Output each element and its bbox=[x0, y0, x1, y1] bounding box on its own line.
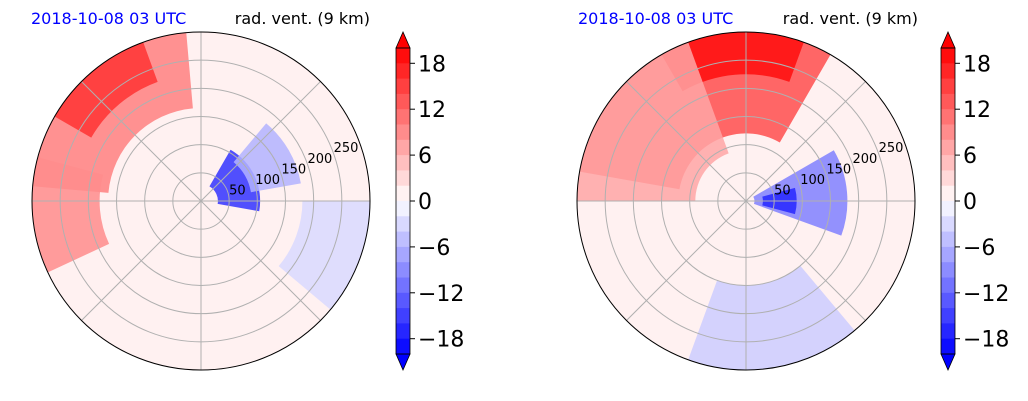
colorbar-segment bbox=[396, 246, 410, 263]
colorbar-segment bbox=[396, 338, 410, 355]
field-region bbox=[753, 150, 848, 236]
radial-spoke bbox=[81, 81, 202, 202]
colorbar-tick-label: 0 bbox=[418, 190, 432, 215]
colorbar-segment bbox=[941, 323, 955, 340]
colorbar-segment bbox=[396, 323, 410, 340]
range-ring-label: 100 bbox=[255, 173, 280, 188]
range-ring-label: 200 bbox=[852, 152, 877, 167]
colorbar-extend-max bbox=[395, 31, 411, 49]
colorbar-segment bbox=[941, 201, 955, 217]
colorbar-segment bbox=[941, 185, 955, 202]
radial-spoke bbox=[745, 200, 866, 321]
colorbar-segment bbox=[941, 231, 955, 248]
polar-border-left bbox=[31, 31, 371, 371]
field-region bbox=[278, 201, 370, 310]
colorbar-segment bbox=[396, 124, 410, 141]
colorbar-segment bbox=[396, 262, 410, 278]
date-label-left: 2018-10-08 03 UTC bbox=[31, 9, 186, 28]
range-ring-label: 250 bbox=[334, 141, 359, 156]
colorbar-segment bbox=[396, 216, 410, 233]
colorbar-segment bbox=[941, 170, 955, 187]
colorbar-segment bbox=[941, 338, 955, 355]
range-ring-label: 50 bbox=[229, 183, 246, 198]
range-ring-label: 100 bbox=[800, 173, 825, 188]
colorbar-segment bbox=[396, 201, 410, 217]
colorbar-tick-label: 18 bbox=[418, 52, 446, 77]
colorbar-segment bbox=[396, 231, 410, 248]
colorbar-extend-min bbox=[395, 353, 411, 371]
colorbar-segment bbox=[396, 139, 410, 156]
colorbar-tick-label: 18 bbox=[963, 52, 991, 77]
colorbar-segment bbox=[941, 216, 955, 233]
colorbar-tick-label: −12 bbox=[418, 282, 464, 307]
colorbar-left: 18 12 6 0 −6 −12 −18 bbox=[395, 31, 464, 371]
polar-border-right bbox=[576, 31, 916, 371]
date-label-right: 2018-10-08 03 UTC bbox=[578, 9, 733, 28]
range-ring-label: 250 bbox=[879, 141, 904, 156]
colorbar-segment bbox=[396, 277, 410, 294]
colorbar-tick-label: 12 bbox=[963, 98, 991, 123]
colorbar-tick-label: 6 bbox=[963, 144, 977, 169]
colorbar-segment bbox=[396, 63, 410, 80]
radial-spoke bbox=[626, 200, 747, 321]
colorbar-tick-label: −12 bbox=[963, 282, 1009, 307]
radial-spoke bbox=[745, 81, 866, 202]
colorbar-segment bbox=[396, 185, 410, 202]
colorbar-segment bbox=[941, 124, 955, 141]
colorbar-extend-min bbox=[940, 353, 956, 371]
range-ring-label: 150 bbox=[826, 162, 851, 177]
colorbar-tick-label: 12 bbox=[418, 98, 446, 123]
colorbar-segment bbox=[941, 262, 955, 278]
colorbar-segment bbox=[396, 292, 410, 309]
colorbar-tick-label: −6 bbox=[418, 236, 450, 261]
colorbar-segment bbox=[941, 63, 955, 80]
range-ring-label: 200 bbox=[307, 152, 332, 167]
field-region bbox=[32, 157, 110, 273]
colorbar-segment bbox=[396, 155, 410, 171]
colorbar-segment bbox=[941, 308, 955, 324]
colorbar-tick-label: −18 bbox=[418, 328, 464, 353]
colorbar-segment bbox=[396, 93, 410, 110]
colorbar-segment bbox=[941, 48, 955, 64]
colorbar-tick-label: 0 bbox=[963, 190, 977, 215]
colorbar-segment bbox=[941, 109, 955, 125]
colorbar-segment bbox=[941, 93, 955, 110]
colorbar-segment bbox=[941, 139, 955, 156]
colorbar-segment bbox=[396, 109, 410, 125]
field-region bbox=[233, 123, 301, 193]
colorbar-extend-max bbox=[940, 31, 956, 49]
colorbar-right: 18 12 6 0 −6 −12 −18 bbox=[940, 31, 1009, 371]
radial-spoke bbox=[200, 81, 321, 202]
panel-left: 2018-10-08 03 UTC rad. vent. (9 km) 50 10… bbox=[31, 9, 464, 371]
field-region bbox=[577, 42, 729, 201]
variable-label-right: rad. vent. (9 km) bbox=[783, 9, 918, 28]
panel-right: 2018-10-08 03 UTC rad. vent. (9 km) 50 10… bbox=[576, 9, 1009, 371]
colorbar-segment bbox=[941, 246, 955, 263]
field-region bbox=[54, 42, 158, 138]
colorbar-segment bbox=[396, 170, 410, 187]
colorbar-segment bbox=[941, 155, 955, 171]
colorbar-tick-label: −18 bbox=[963, 328, 1009, 353]
range-ring-label: 150 bbox=[281, 162, 306, 177]
colorbar-segment bbox=[941, 78, 955, 95]
radial-spoke bbox=[81, 200, 202, 321]
variable-label-left: rad. vent. (9 km) bbox=[235, 9, 370, 28]
colorbar-segment bbox=[396, 48, 410, 64]
radial-spoke bbox=[200, 200, 321, 321]
radial-spoke bbox=[626, 81, 747, 202]
colorbar-segment bbox=[941, 292, 955, 309]
range-ring-label: 50 bbox=[774, 183, 791, 198]
colorbar-segment bbox=[396, 308, 410, 324]
colorbar-tick-label: −6 bbox=[963, 236, 995, 261]
colorbar-segment bbox=[941, 277, 955, 294]
colorbar-tick-label: 6 bbox=[418, 144, 432, 169]
colorbar-segment bbox=[396, 78, 410, 95]
